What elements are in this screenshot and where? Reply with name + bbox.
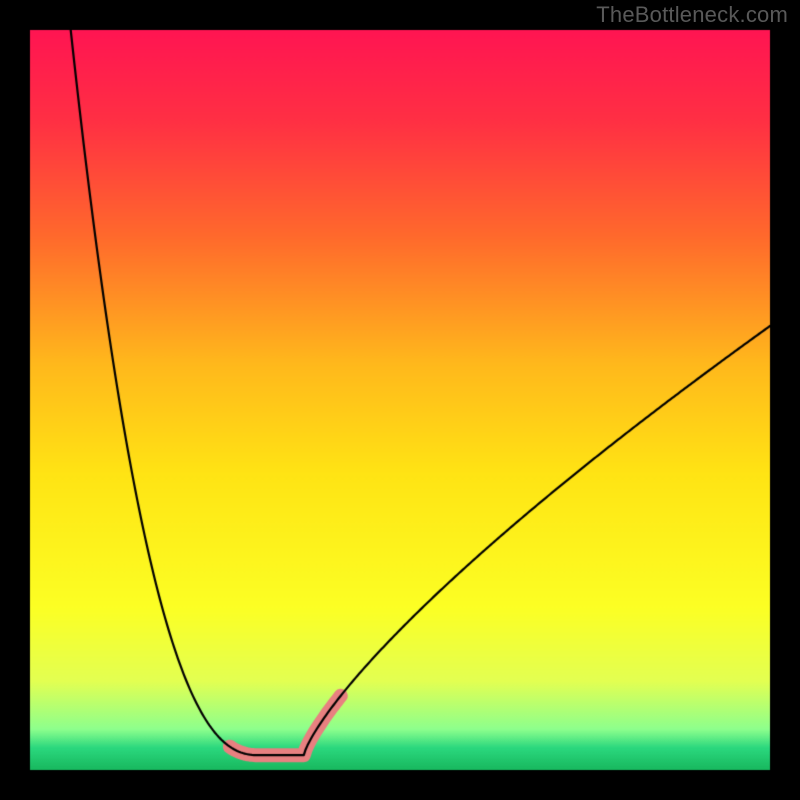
bottleneck-curve-chart xyxy=(0,0,800,800)
watermark-text: TheBottleneck.com xyxy=(596,2,788,28)
